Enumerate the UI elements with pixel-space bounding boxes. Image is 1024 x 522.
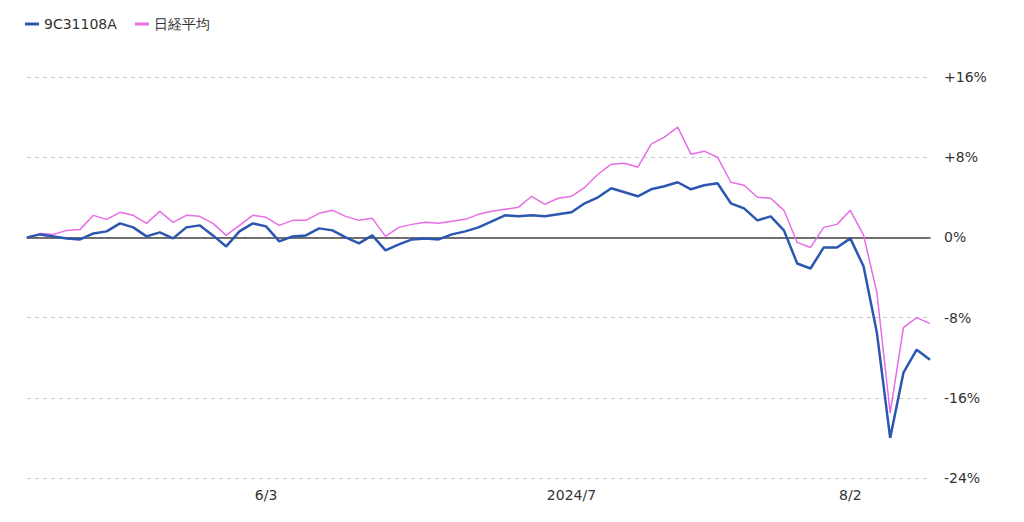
svg-text:+16%: +16% bbox=[944, 69, 987, 85]
svg-text:-8%: -8% bbox=[944, 310, 971, 326]
svg-text:9C31108A: 9C31108A bbox=[44, 16, 117, 32]
svg-text:-16%: -16% bbox=[944, 390, 980, 406]
svg-text:日経平均: 日経平均 bbox=[154, 16, 210, 32]
svg-text:0%: 0% bbox=[944, 229, 966, 245]
svg-text:-24%: -24% bbox=[944, 470, 980, 486]
svg-text:2024/7: 2024/7 bbox=[547, 487, 596, 503]
svg-text:6/3: 6/3 bbox=[255, 487, 278, 503]
svg-text:8/2: 8/2 bbox=[839, 487, 862, 503]
svg-text:+8%: +8% bbox=[944, 149, 978, 165]
